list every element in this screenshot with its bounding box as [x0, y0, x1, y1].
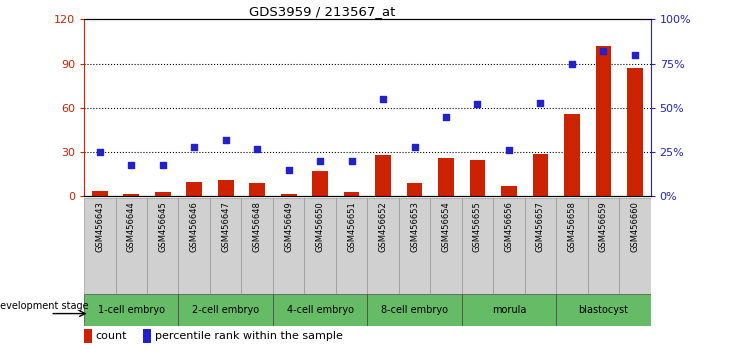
Bar	[588, 198, 619, 294]
Bar	[627, 68, 643, 196]
Bar	[84, 294, 178, 326]
Point	[346, 158, 357, 164]
Point	[189, 144, 200, 150]
Bar	[368, 198, 399, 294]
Point	[503, 148, 515, 153]
Text: 2-cell embryo: 2-cell embryo	[192, 305, 260, 315]
Bar	[147, 198, 178, 294]
Bar	[218, 180, 234, 196]
Text: development stage: development stage	[0, 301, 88, 311]
Text: 1-cell embryo: 1-cell embryo	[98, 305, 164, 315]
Bar	[525, 198, 556, 294]
Text: GSM456655: GSM456655	[473, 201, 482, 252]
Bar	[438, 158, 454, 196]
Bar	[533, 154, 548, 196]
Bar	[368, 294, 462, 326]
Point	[471, 102, 483, 107]
Bar	[344, 192, 360, 196]
Point	[314, 158, 326, 164]
Text: GSM456644: GSM456644	[126, 201, 136, 252]
Text: GSM456646: GSM456646	[190, 201, 199, 252]
Text: blastocyst: blastocyst	[578, 305, 629, 315]
Bar	[375, 155, 391, 196]
Point	[566, 61, 577, 67]
Title: GDS3959 / 213567_at: GDS3959 / 213567_at	[249, 5, 395, 18]
Bar	[312, 171, 328, 196]
Text: 8-cell embryo: 8-cell embryo	[381, 305, 448, 315]
Text: 4-cell embryo: 4-cell embryo	[287, 305, 354, 315]
Point	[597, 48, 609, 54]
Point	[94, 149, 106, 155]
Bar	[431, 198, 462, 294]
Text: GSM456654: GSM456654	[442, 201, 450, 252]
Bar	[281, 194, 297, 196]
Text: GSM456657: GSM456657	[536, 201, 545, 252]
Bar	[273, 198, 304, 294]
Point	[629, 52, 640, 58]
Bar	[249, 183, 265, 196]
Bar	[84, 198, 115, 294]
Bar	[501, 186, 517, 196]
Point	[409, 144, 420, 150]
Text: GSM456645: GSM456645	[158, 201, 167, 252]
Text: GSM456647: GSM456647	[221, 201, 230, 252]
Bar	[493, 198, 525, 294]
Text: GSM456659: GSM456659	[599, 201, 608, 252]
Bar	[241, 198, 273, 294]
Bar	[556, 294, 651, 326]
Point	[220, 137, 232, 143]
Point	[283, 167, 295, 173]
Text: GSM456648: GSM456648	[253, 201, 262, 252]
Bar	[143, 329, 151, 343]
Text: GSM456643: GSM456643	[95, 201, 105, 252]
Bar	[124, 194, 139, 196]
Text: count: count	[96, 331, 127, 341]
Bar	[304, 198, 336, 294]
Text: GSM456653: GSM456653	[410, 201, 419, 252]
Bar	[336, 198, 368, 294]
Bar	[155, 192, 170, 196]
Text: morula: morula	[492, 305, 526, 315]
Text: GSM456660: GSM456660	[630, 201, 640, 252]
Bar	[556, 198, 588, 294]
Bar	[596, 46, 611, 196]
Bar	[210, 198, 241, 294]
Text: GSM456651: GSM456651	[347, 201, 356, 252]
Point	[534, 100, 546, 105]
Text: GSM456658: GSM456658	[567, 201, 577, 252]
Bar	[186, 182, 202, 196]
Point	[440, 114, 452, 120]
Text: GSM456652: GSM456652	[379, 201, 387, 252]
Bar	[273, 294, 368, 326]
Text: GSM456656: GSM456656	[504, 201, 513, 252]
Bar	[115, 198, 147, 294]
Bar	[469, 160, 485, 196]
Bar	[399, 198, 431, 294]
Bar	[564, 114, 580, 196]
Text: GSM456649: GSM456649	[284, 201, 293, 252]
Bar	[462, 294, 556, 326]
Bar	[92, 190, 107, 196]
Bar	[178, 294, 273, 326]
Bar	[462, 198, 493, 294]
Bar	[84, 329, 92, 343]
Text: percentile rank within the sample: percentile rank within the sample	[155, 331, 343, 341]
Point	[377, 96, 389, 102]
Bar	[619, 198, 651, 294]
Point	[126, 162, 137, 167]
Bar	[406, 183, 423, 196]
Text: GSM456650: GSM456650	[316, 201, 325, 252]
Point	[157, 162, 169, 167]
Point	[251, 146, 263, 152]
Bar	[178, 198, 210, 294]
